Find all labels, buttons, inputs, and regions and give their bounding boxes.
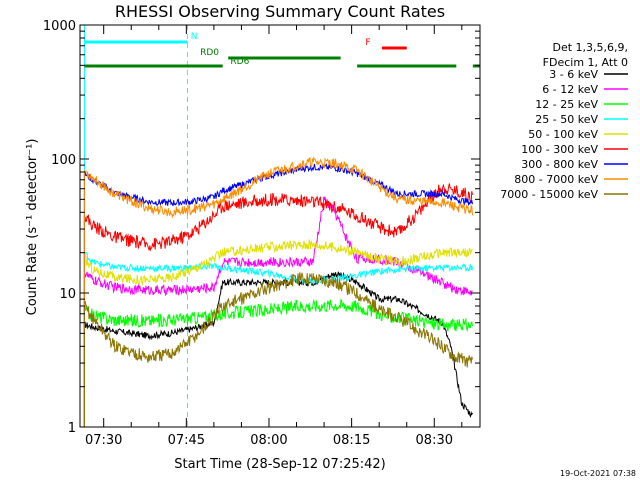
legend-label: 3 - 6 keV xyxy=(549,68,598,81)
x-tick-label: 08:15 xyxy=(333,433,370,448)
series-0 xyxy=(83,271,473,427)
legend-label: 12 - 25 keV xyxy=(535,98,598,111)
chart-title: RHESSI Observing Summary Count Rates xyxy=(115,2,445,21)
series-8 xyxy=(83,272,473,427)
legend-label: 100 - 300 keV xyxy=(521,143,598,156)
state-label-rd6: RD6 xyxy=(230,57,249,67)
series-line-3 xyxy=(83,251,473,286)
series-line-5 xyxy=(83,183,473,252)
y-tick-label: 10 xyxy=(59,287,76,302)
series-line-8 xyxy=(83,272,473,368)
series-line-2 xyxy=(83,298,473,333)
x-tick-label: 08:30 xyxy=(416,433,453,448)
series-3 xyxy=(83,251,473,427)
timestamp-footer: 19-Oct-2021 07:38 xyxy=(560,469,636,478)
legend-label: 25 - 50 keV xyxy=(535,113,598,126)
series-2 xyxy=(83,298,473,427)
series-line-6 xyxy=(83,163,473,207)
y-tick-label: 100 xyxy=(51,153,76,168)
y-tick-label: 1000 xyxy=(43,19,76,34)
legend-label: 800 - 7000 keV xyxy=(514,173,598,186)
state-label-f: F xyxy=(365,38,370,48)
legend-label: 300 - 800 keV xyxy=(521,158,598,171)
state-label-rd0: RD0 xyxy=(200,48,219,58)
legend-label: 7000 - 15000 keV xyxy=(500,188,598,201)
legend-label: 6 - 12 keV xyxy=(542,83,598,96)
x-tick-label: 07:45 xyxy=(168,433,205,448)
series-line-4 xyxy=(84,239,473,286)
x-axis-label: Start Time (28-Sep-12 07:25:42) xyxy=(174,457,385,472)
legend-header: Det 1,3,5,6,9, xyxy=(552,41,628,54)
axes: 07:30 07:45 08:00 08:15 08:30 1 10 100 1000 xyxy=(43,19,481,448)
legend: Det 1,3,5,6,9, FDecim 1, Att 03 - 6 keV 6 … xyxy=(500,41,628,201)
x-tick-label: 07:30 xyxy=(85,433,122,448)
legend-label: 50 - 100 keV xyxy=(528,128,598,141)
y-tick-label: 1 xyxy=(68,421,76,436)
series-line-7 xyxy=(84,156,473,219)
state-label-n: N xyxy=(191,32,198,42)
series-line-1 xyxy=(83,196,473,297)
series-1 xyxy=(83,196,473,427)
series-line-0 xyxy=(84,271,473,418)
plot-frame xyxy=(79,24,481,428)
legend-header: FDecim 1, Att 0 xyxy=(543,56,628,69)
x-tick-label: 08:00 xyxy=(250,433,287,448)
y-axis-label: Count Rate (s⁻¹ detector⁻¹) xyxy=(25,139,40,316)
